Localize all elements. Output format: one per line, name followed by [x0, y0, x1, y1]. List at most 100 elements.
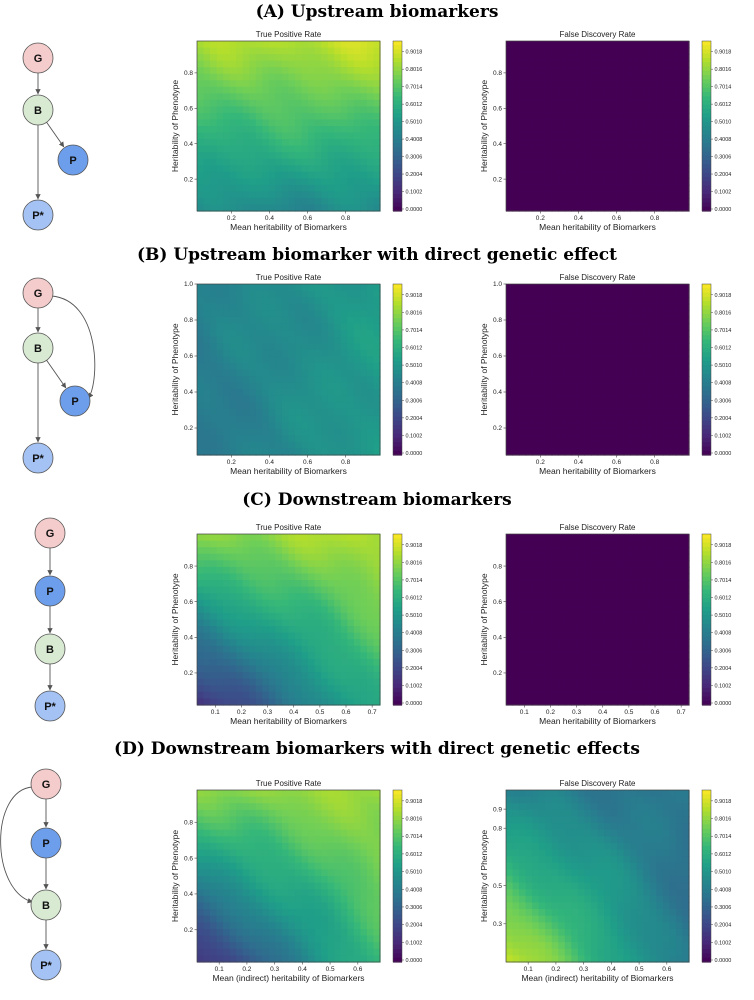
- heatmap-cell: [643, 284, 651, 292]
- heatmap-cell: [656, 343, 664, 351]
- heatmap-cell: [249, 60, 257, 68]
- heatmap-cell: [353, 448, 361, 456]
- heatmap-cell: [551, 586, 559, 594]
- heatmap-cell: [623, 106, 631, 114]
- heatmap-cell: [564, 658, 572, 667]
- colorbar-segment: [393, 202, 402, 208]
- heatmap-cell: [295, 376, 303, 384]
- heatmap-cell: [519, 547, 527, 555]
- colorbar-segment: [393, 670, 402, 676]
- heatmap-cell: [604, 395, 612, 403]
- colorbar-segment: [702, 559, 711, 565]
- heatmap-cell: [229, 658, 237, 667]
- heatmap-cell: [255, 665, 263, 673]
- heatmap-cell: [281, 395, 290, 403]
- heatmap-cell: [373, 580, 381, 588]
- heatmap-cell: [275, 632, 283, 640]
- heatmap-cell: [327, 408, 335, 417]
- heatmap-cell: [682, 93, 690, 101]
- colorbar-segment: [393, 369, 402, 375]
- heatmap-cell: [545, 356, 553, 364]
- heatmap-cell: [551, 580, 559, 588]
- heatmap-cell: [656, 356, 664, 364]
- heatmap-cell: [669, 448, 677, 456]
- heatmap-cell: [675, 184, 684, 192]
- heatmap-cell: [623, 534, 631, 542]
- heatmap-cell: [610, 197, 618, 206]
- heatmap-cell: [249, 580, 257, 588]
- colorbar: 0.00000.10020.20040.30060.40080.50100.60…: [701, 283, 731, 457]
- heatmap-cell: [538, 86, 546, 94]
- heatmap-cell: [275, 112, 283, 121]
- heatmap-cell: [617, 47, 625, 55]
- heatmap-cell: [360, 323, 368, 331]
- heatmap-cell: [545, 639, 553, 647]
- heatmap-cell: [197, 80, 205, 88]
- heatmap-cell: [590, 297, 599, 305]
- heatmap-cell: [538, 80, 546, 88]
- heatmap-cell: [255, 86, 263, 94]
- heatmap-cell: [353, 566, 361, 575]
- heatmap-cell: [662, 408, 670, 417]
- heatmap-cell: [551, 336, 559, 344]
- heatmap-cell: [610, 382, 618, 390]
- heatmap-cell: [597, 369, 605, 377]
- heatmap-cell: [327, 435, 335, 443]
- heatmap-cell: [334, 316, 342, 325]
- heatmap-cell: [308, 369, 316, 377]
- x-axis-label: Mean heritability of Biomarkers: [230, 466, 347, 476]
- heatmap-cell: [506, 586, 514, 594]
- colorbar-tick-label: 0.8016: [406, 310, 423, 316]
- heatmap-cell: [617, 73, 625, 81]
- heatmap-cell: [623, 310, 631, 318]
- heatmap-cell: [353, 145, 361, 153]
- heatmap-cell: [643, 336, 651, 344]
- heatmap-cell: [268, 119, 277, 127]
- heatmap-cell: [577, 435, 586, 443]
- heatmap-cell: [373, 67, 381, 75]
- heatmap-cell: [334, 165, 342, 173]
- heatmap-cell: [525, 402, 533, 410]
- heatmap-cell: [366, 41, 375, 49]
- heatmap-cell: [281, 290, 290, 298]
- heatmap-cell: [360, 171, 368, 179]
- heatmap-cell: [584, 402, 592, 410]
- heatmap-cell: [590, 112, 599, 121]
- heatmap-cell: [327, 330, 335, 338]
- heatmap-cell: [538, 580, 546, 588]
- heatmap-cell: [203, 862, 211, 870]
- heatmap-cell: [249, 415, 257, 423]
- heatmap-cell: [675, 678, 684, 686]
- heatmap-cell: [512, 691, 520, 700]
- heatmap-cell: [242, 632, 250, 640]
- heatmap-cell: [236, 672, 244, 680]
- heatmap-cell: [327, 323, 335, 331]
- heatmap-cell: [353, 165, 361, 173]
- heatmap-cell: [255, 184, 263, 192]
- heatmap-cell: [216, 290, 224, 298]
- heatmap-cell: [295, 639, 303, 647]
- heatmap-cell: [347, 362, 355, 371]
- heatmap-cell: [347, 47, 355, 55]
- heatmap-cell: [347, 626, 355, 634]
- heatmap-cell: [321, 99, 329, 107]
- heatmap-cell: [334, 619, 342, 627]
- heatmap-cell: [314, 369, 322, 377]
- heatmap-cell: [532, 119, 540, 127]
- heatmap-cell: [538, 441, 546, 450]
- heatmap-cells: [506, 534, 690, 706]
- heatmap-cell: [295, 303, 303, 311]
- heatmap-cell: [656, 362, 664, 371]
- heatmap-cell: [340, 408, 348, 417]
- heatmap-cell: [564, 665, 572, 673]
- heatmap-cell: [210, 665, 218, 673]
- heatmap-cell: [249, 402, 257, 410]
- heatmap-cell: [564, 632, 572, 640]
- heatmap-cell: [360, 60, 368, 68]
- heatmap-cell: [366, 566, 375, 575]
- heatmap-cell: [538, 632, 546, 640]
- heatmap-cell: [249, 547, 257, 555]
- heatmap-cell: [584, 204, 592, 212]
- heatmap-cell: [584, 316, 592, 325]
- heatmap-cell: [236, 158, 244, 166]
